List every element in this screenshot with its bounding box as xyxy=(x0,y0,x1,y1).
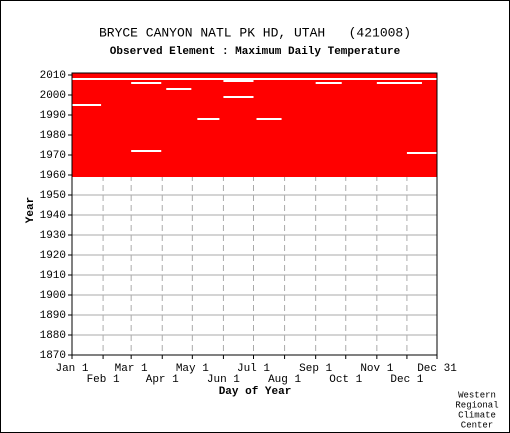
x-tick-label: Aug 1 xyxy=(268,374,301,386)
missing-data xyxy=(166,88,192,90)
y-axis-label: Year xyxy=(25,197,37,223)
coverage-block xyxy=(72,73,437,177)
y-tick-label: 1910 xyxy=(40,270,66,282)
y-tick-label: 2000 xyxy=(40,90,66,102)
x-tick-label: Dec 1 xyxy=(390,374,423,386)
missing-data xyxy=(131,82,162,84)
missing-data xyxy=(223,96,254,98)
y-tick-label: 1940 xyxy=(40,210,66,222)
missing-data xyxy=(131,150,162,152)
x-tick-label: Jun 1 xyxy=(207,374,240,386)
x-tick-label: Jan 1 xyxy=(55,363,88,375)
y-tick-label: 1900 xyxy=(40,290,66,302)
y-tick-label: 1980 xyxy=(40,130,66,142)
y-tick-label: 1870 xyxy=(40,350,66,362)
missing-data xyxy=(376,82,422,84)
x-tick-label: Feb 1 xyxy=(87,374,120,386)
y-tick-label: 1930 xyxy=(40,230,66,242)
missing-data xyxy=(197,118,220,120)
y-tick-label: 1890 xyxy=(40,310,66,322)
y-tick-label: 1970 xyxy=(40,150,66,162)
plot-border xyxy=(71,72,438,356)
y-tick-label: 1950 xyxy=(40,190,66,202)
x-tick-label: Sep 1 xyxy=(299,363,332,375)
x-tick-label: Nov 1 xyxy=(360,363,393,375)
y-tick-label: 2010 xyxy=(40,70,66,82)
y-tick-label: 1990 xyxy=(40,110,66,122)
x-tick-label: Jul 1 xyxy=(237,363,270,375)
y-tick-label: 1880 xyxy=(40,330,66,342)
x-tick-label: Mar 1 xyxy=(115,363,148,375)
x-tick-label: Dec 31 xyxy=(417,363,457,375)
missing-data xyxy=(315,82,342,84)
footer-text: Regional xyxy=(455,400,498,410)
missing-data xyxy=(406,152,437,154)
missing-data xyxy=(223,80,254,82)
y-tick-label: 1920 xyxy=(40,250,66,262)
missing-data xyxy=(72,78,437,80)
chart-subtitle: Observed Element : Maximum Daily Tempera… xyxy=(110,46,401,58)
missing-data xyxy=(256,118,282,120)
x-tick-label: Oct 1 xyxy=(329,374,362,386)
x-tick-label: May 1 xyxy=(176,363,209,375)
y-tick-label: 1960 xyxy=(40,170,66,182)
missing-data xyxy=(72,104,102,106)
footer-text: Climate xyxy=(458,410,496,420)
x-axis-label: Day of Year xyxy=(219,386,292,398)
x-tick-label: Apr 1 xyxy=(146,374,179,386)
footer-text: Western xyxy=(458,390,496,400)
footer-text: Center xyxy=(461,420,493,430)
chart-title: BRYCE CANYON NATL PK HD, UTAH (421008) xyxy=(99,25,411,40)
